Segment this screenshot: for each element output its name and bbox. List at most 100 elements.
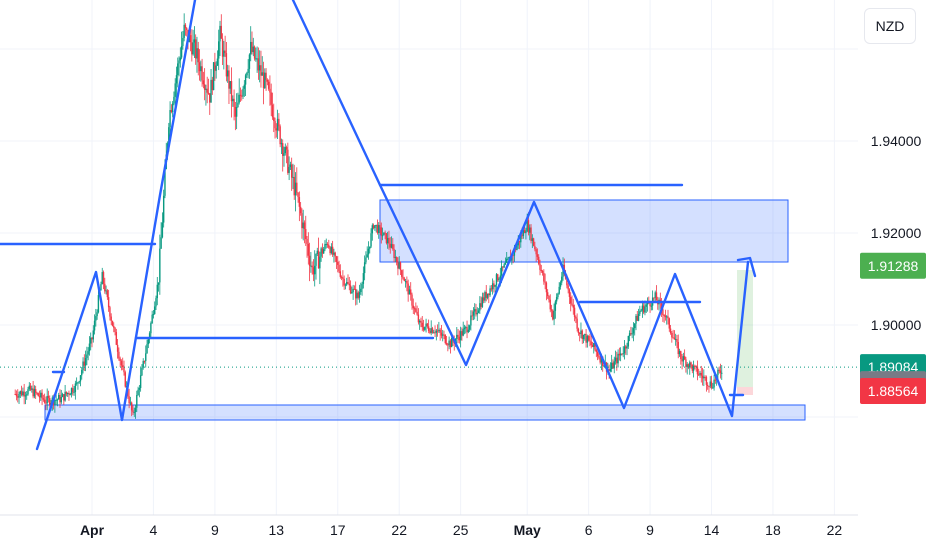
candle-body <box>676 339 678 342</box>
candle-body <box>696 366 699 375</box>
candle-body <box>265 72 267 80</box>
candle-body <box>573 307 576 317</box>
candle-body <box>639 311 641 314</box>
candle-body <box>662 309 664 316</box>
candle-body <box>116 344 119 352</box>
candle-body <box>180 45 183 58</box>
candle-body <box>444 334 446 344</box>
candle-body <box>381 235 384 237</box>
arrow-head[interactable] <box>736 256 757 278</box>
candle-body <box>234 106 237 117</box>
candle-body <box>130 402 133 411</box>
x-tick-label: 13 <box>269 522 285 538</box>
price-badge <box>860 252 926 279</box>
x-tick-label: 14 <box>704 522 720 538</box>
candle-body <box>683 356 686 360</box>
candle-body <box>237 102 239 108</box>
candle-body <box>186 28 188 30</box>
candle-body <box>598 356 600 358</box>
candle-body <box>431 328 434 333</box>
x-tick-label: 4 <box>150 522 158 538</box>
candle-body <box>408 289 411 295</box>
candle-body <box>549 299 551 310</box>
candle-body <box>494 285 496 287</box>
candle-body <box>138 388 141 390</box>
candle-body <box>497 274 499 281</box>
candle-body <box>43 399 46 403</box>
currency-badge[interactable]: NZD <box>864 8 916 44</box>
candle-body <box>101 272 103 285</box>
candle-body <box>22 391 24 396</box>
candle-body <box>376 224 379 233</box>
candle-body <box>216 58 219 66</box>
candle-body <box>200 66 202 72</box>
candle-body <box>580 330 582 334</box>
candle-body <box>536 254 539 257</box>
candle-body <box>558 286 560 294</box>
price-badge-label: 1.91288 <box>868 258 919 274</box>
candle-body <box>427 326 430 331</box>
candle-body <box>571 303 573 306</box>
candle-body <box>343 278 345 286</box>
candle-body <box>426 323 429 327</box>
candle-body <box>258 65 261 71</box>
candle-body <box>296 182 298 193</box>
candle-body <box>362 273 365 284</box>
candle-body <box>410 289 412 295</box>
candle-body <box>450 337 453 348</box>
candle-body <box>244 75 247 85</box>
candle-body <box>415 308 417 312</box>
candle-body <box>232 98 234 102</box>
candle-body <box>481 297 484 307</box>
candle-body <box>170 110 173 112</box>
candle-body <box>686 364 688 367</box>
candle-body <box>692 365 695 371</box>
zigzag-right[interactable] <box>291 0 750 418</box>
candle-body <box>701 375 704 379</box>
candle-body <box>479 303 481 311</box>
candle-body <box>503 264 505 268</box>
candle-body <box>614 357 617 362</box>
candle-body <box>283 153 285 156</box>
candle-body <box>177 63 179 76</box>
candle-body <box>442 334 444 336</box>
candle-body <box>229 81 231 89</box>
candle-body <box>60 396 62 403</box>
candle-body <box>553 310 555 320</box>
candle-body <box>298 197 301 207</box>
candle-body <box>418 320 421 323</box>
candle-body <box>631 333 633 335</box>
candle-body <box>361 283 363 289</box>
candle-body <box>261 72 263 76</box>
candle-body <box>586 336 589 343</box>
candle-body <box>458 336 461 341</box>
candle-body <box>354 288 357 299</box>
candle-body <box>29 385 32 390</box>
candle-body <box>353 288 356 290</box>
candle-body <box>626 346 628 349</box>
candle-body <box>269 88 271 93</box>
support-zone[interactable] <box>44 404 806 421</box>
candle-body <box>266 79 269 82</box>
candle-body <box>152 313 155 315</box>
candle-body <box>388 237 390 244</box>
candle-body <box>719 370 722 373</box>
candle-body <box>535 249 537 255</box>
candle-body <box>193 39 196 43</box>
resistance-zone[interactable] <box>379 199 789 263</box>
candle-body <box>504 262 507 265</box>
candle-body <box>113 325 115 328</box>
candle-body <box>468 325 471 330</box>
candle-body <box>516 245 518 250</box>
zigzag-left[interactable] <box>35 0 197 451</box>
candle-body <box>672 337 674 339</box>
candle-body <box>162 195 165 223</box>
candle-body <box>449 340 452 348</box>
time-axis: Apr 4 9 13 17 22 25 May 6 9 14 18 22 <box>0 514 858 538</box>
candle-body <box>399 262 402 271</box>
candle-body <box>31 388 33 390</box>
candle-body <box>591 345 594 347</box>
candle-body <box>102 272 105 284</box>
candle-body <box>490 288 493 290</box>
